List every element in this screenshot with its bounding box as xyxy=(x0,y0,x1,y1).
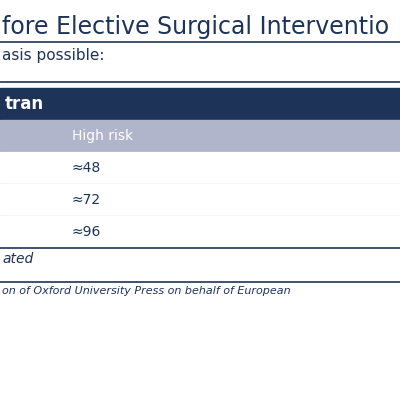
Bar xyxy=(0,216,400,248)
Text: High risk: High risk xyxy=(72,129,133,143)
Text: ated: ated xyxy=(2,252,33,266)
Text: on of Oxford University Press on behalf of European: on of Oxford University Press on behalf … xyxy=(2,286,291,296)
Bar xyxy=(0,152,400,184)
Bar xyxy=(0,184,400,216)
Text: tran: tran xyxy=(5,95,44,113)
Text: ≈72: ≈72 xyxy=(72,193,101,207)
Bar xyxy=(0,120,400,152)
Text: ≈96: ≈96 xyxy=(72,225,101,239)
Text: asis possible:: asis possible: xyxy=(2,48,104,63)
Bar xyxy=(0,88,400,120)
Text: fore Elective Surgical Interventio: fore Elective Surgical Interventio xyxy=(2,15,389,39)
Text: ≈48: ≈48 xyxy=(72,161,101,175)
